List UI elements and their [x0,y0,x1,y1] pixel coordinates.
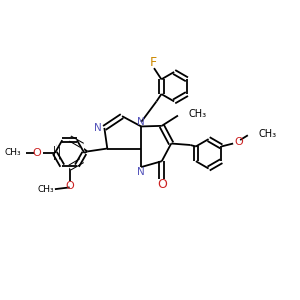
Text: N: N [137,167,145,177]
Text: CH₃: CH₃ [37,185,54,194]
Text: N: N [137,117,145,127]
Text: O: O [234,137,243,147]
Text: O: O [32,148,41,158]
Text: O: O [65,181,74,191]
Text: CH₃: CH₃ [5,148,21,158]
Text: F: F [150,56,157,69]
Text: CH₃: CH₃ [188,109,206,119]
Text: O: O [157,178,167,191]
Text: CH₃: CH₃ [258,129,276,139]
Text: N: N [94,123,102,133]
